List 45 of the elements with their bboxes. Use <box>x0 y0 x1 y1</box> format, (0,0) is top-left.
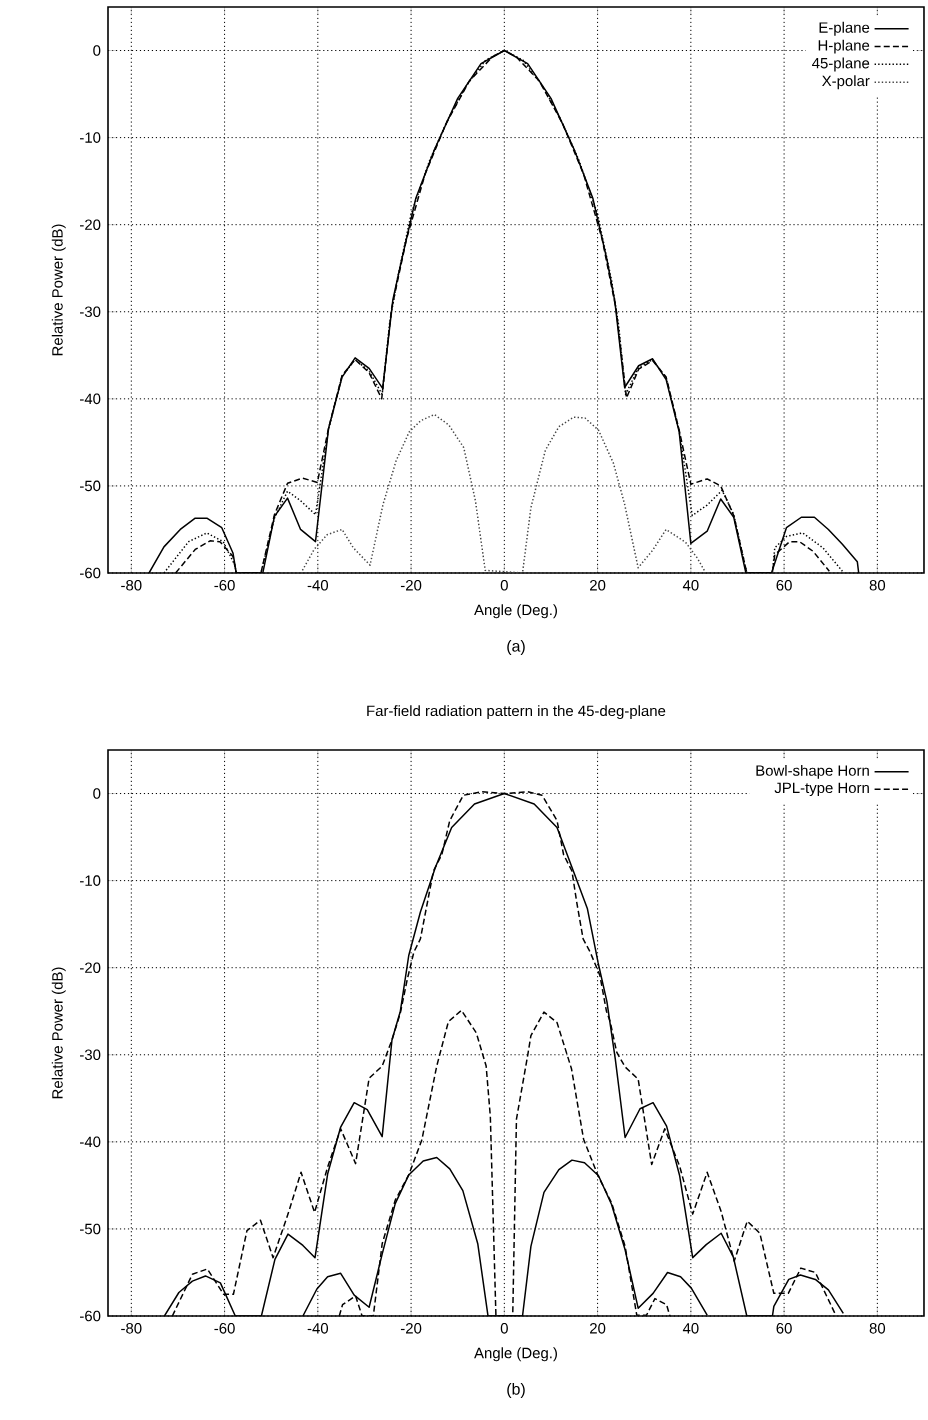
x-axis-title: Angle (Deg.) <box>474 604 557 619</box>
text: (b) <box>507 1383 525 1398</box>
y-tick-label: 0 <box>93 45 101 56</box>
y-tick-label: -30 <box>80 306 101 318</box>
x-tick-label: -20 <box>400 1323 422 1334</box>
y-axis-title: Relative Power (dB) <box>51 967 66 1099</box>
x-tick-label: -80 <box>121 1323 142 1334</box>
x-tick-label: -60 <box>214 580 235 591</box>
x-tick-label: 0 <box>500 580 508 591</box>
legend-label: X-polar <box>822 75 870 90</box>
y-tick-label: -50 <box>80 480 101 492</box>
text: (a) <box>507 640 525 655</box>
legend-label: E-plane <box>819 21 870 36</box>
legend-label: H-plane <box>818 39 870 54</box>
x-tick-label: 20 <box>590 580 606 591</box>
y-tick-label: -60 <box>80 567 101 579</box>
y-tick-label: -30 <box>80 1049 101 1061</box>
x-tick-label: -60 <box>214 1323 235 1334</box>
y-tick-label: 0 <box>93 788 101 799</box>
x-tick-label: 40 <box>682 580 699 591</box>
y-axis-title: Relative Power (dB) <box>51 224 66 356</box>
y-tick-label: -10 <box>80 132 101 143</box>
x-tick-label: -80 <box>121 580 142 591</box>
x-tick-label: 20 <box>590 1323 606 1334</box>
y-tick-label: -60 <box>80 1310 101 1322</box>
x-tick-label: -40 <box>307 1323 329 1334</box>
y-tick-label: -50 <box>80 1223 101 1235</box>
x-axis-title: Angle (Deg.) <box>474 1347 557 1362</box>
x-tick-label: 80 <box>869 580 886 591</box>
x-tick-label: 0 <box>500 1323 508 1334</box>
legend-label: Bowl-shape Horn <box>756 764 869 779</box>
x-tick-label: -20 <box>400 580 422 591</box>
y-tick-label: -20 <box>80 219 101 230</box>
y-tick-label: -40 <box>80 1136 101 1148</box>
x-tick-label: 60 <box>776 1323 792 1334</box>
legend-label: 45-plane <box>812 57 870 72</box>
x-tick-label: -40 <box>307 580 329 591</box>
y-tick-label: -40 <box>80 393 101 405</box>
x-tick-label: 80 <box>869 1323 886 1334</box>
chart-title: Far-field radiation pattern in the 45-deg-plane <box>367 705 666 720</box>
legend-label: JPL-type Horn <box>774 782 869 797</box>
y-tick-label: -20 <box>80 962 101 973</box>
x-tick-label: 60 <box>776 580 792 591</box>
y-tick-label: -10 <box>80 875 101 886</box>
x-tick-label: 40 <box>682 1323 699 1334</box>
